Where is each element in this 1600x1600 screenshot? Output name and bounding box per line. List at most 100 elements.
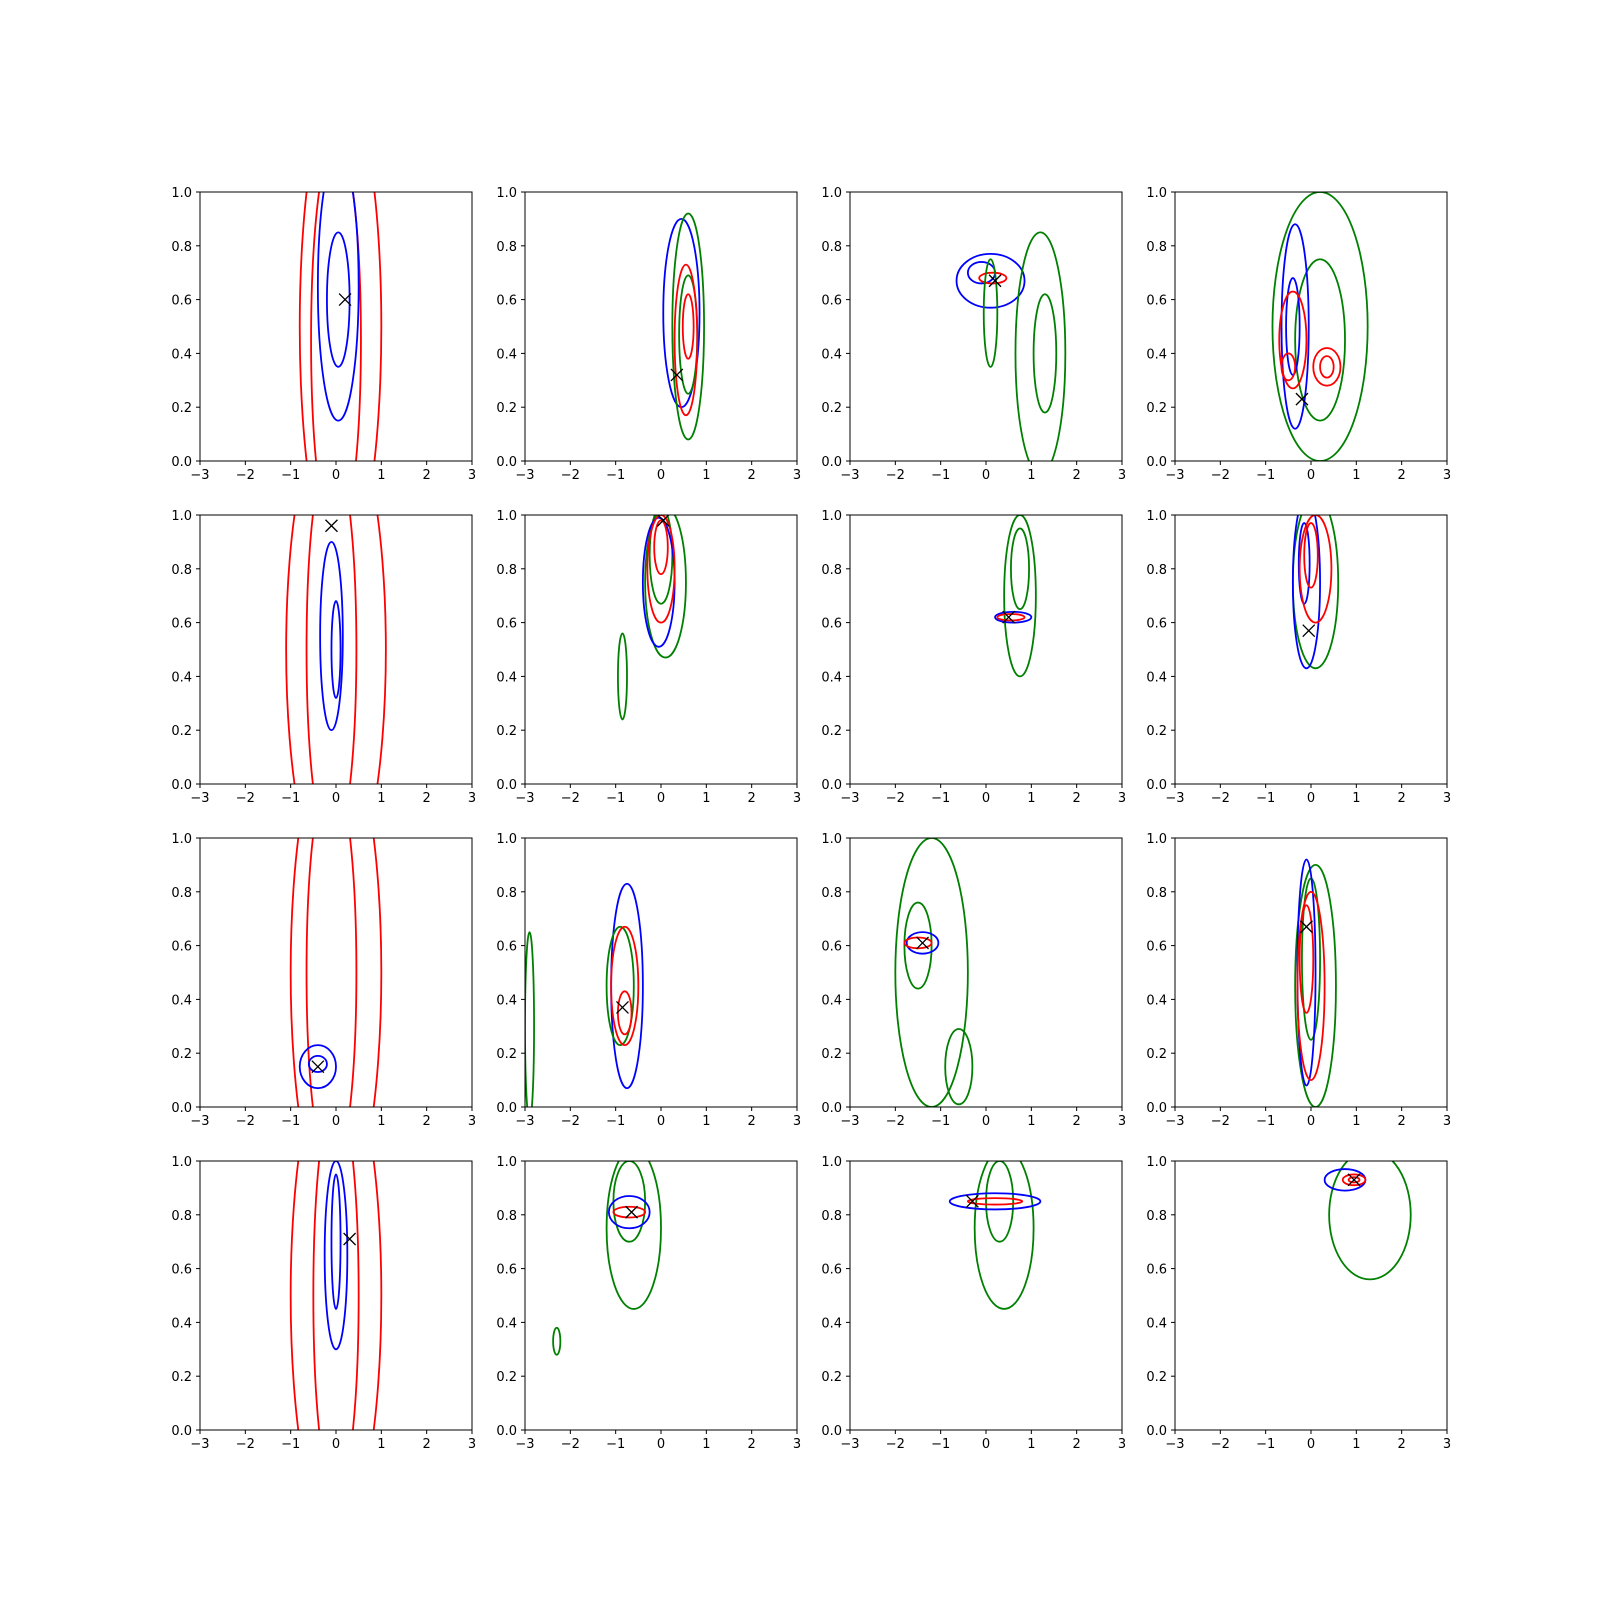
y-tick-label: 0.6 <box>1146 940 1167 955</box>
contour-line <box>1032 293 1058 414</box>
y-tick-label: 0.0 <box>171 455 192 470</box>
contour-line <box>966 1197 1024 1206</box>
x-tick-label: −3 <box>190 468 209 483</box>
y-tick-label: 0.4 <box>1146 993 1167 1008</box>
contour-line <box>319 540 344 732</box>
y-tick-label: 0.8 <box>496 1209 517 1224</box>
contour-line <box>948 1192 1042 1211</box>
y-tick-label: 0.2 <box>171 1047 192 1062</box>
x-tick-label: −3 <box>190 1114 209 1129</box>
plot-area <box>948 1161 1042 1310</box>
x-marker <box>988 274 1002 288</box>
x-tick-label: 0 <box>332 468 340 483</box>
plot-area <box>1291 515 1340 670</box>
x-marker <box>656 515 670 527</box>
x-tick-label: −3 <box>515 1114 534 1129</box>
y-tick-label: 0.6 <box>171 294 192 309</box>
x-tick-label: 0 <box>657 1114 665 1129</box>
x-tick-label: −1 <box>281 468 300 483</box>
axes-frame <box>199 514 473 785</box>
x-tick-label: −1 <box>606 1437 625 1452</box>
y-tick-label: 0.6 <box>171 617 192 632</box>
axes-frame <box>849 514 1123 785</box>
x-tick-label: 2 <box>423 1437 431 1452</box>
x-tick-label: 0 <box>1307 1114 1315 1129</box>
x-marker <box>965 1194 979 1208</box>
x-tick-label: 1 <box>702 791 710 806</box>
contour-line <box>996 613 1026 622</box>
contour-line <box>673 263 699 417</box>
axes-frame <box>524 837 798 1108</box>
x-tick-label: 2 <box>1073 1114 1081 1129</box>
y-tick-label: 0.6 <box>496 617 517 632</box>
x-tick-label: −1 <box>281 791 300 806</box>
contour-line <box>646 515 676 624</box>
x-tick-label: −2 <box>1211 1437 1230 1452</box>
x-tick-label: −2 <box>561 791 580 806</box>
x-tick-label: −3 <box>515 1437 534 1452</box>
y-tick-label: 0.4 <box>821 1316 842 1331</box>
x-tick-label: 1 <box>377 468 385 483</box>
x-tick-label: 3 <box>1443 1437 1451 1452</box>
y-tick-label: 0.6 <box>171 1263 192 1278</box>
x-marker <box>343 1232 357 1246</box>
contour-line <box>612 1205 647 1219</box>
y-tick-label: 0.4 <box>821 993 842 1008</box>
x-tick-label: 0 <box>332 1437 340 1452</box>
contour-line <box>305 838 358 1107</box>
contour-line <box>316 192 360 422</box>
y-tick-label: 1.0 <box>496 1155 517 1170</box>
contour-line <box>944 1028 974 1106</box>
y-tick-label: 0.0 <box>496 1101 517 1116</box>
x-tick-label: −2 <box>886 791 905 806</box>
x-tick-label: 3 <box>468 1114 476 1129</box>
subplot-panel: −3 −2 −1 0 1 2 3 0.0 0.2 0.4 0.6 0.8 1.0 <box>496 509 801 806</box>
contour-line <box>1298 904 1315 1014</box>
x-marker <box>325 519 338 533</box>
x-tick-label: −1 <box>606 468 625 483</box>
x-tick-label: −2 <box>886 1114 905 1129</box>
y-tick-label: 1.0 <box>1146 186 1167 201</box>
x-tick-label: −3 <box>190 1437 209 1452</box>
x-tick-label: −3 <box>190 791 209 806</box>
x-tick-label: 3 <box>1443 791 1451 806</box>
y-tick-label: 0.0 <box>1146 1101 1167 1116</box>
plot-area <box>894 838 974 1107</box>
contour-line <box>1296 890 1326 1081</box>
contour-line <box>312 1161 360 1430</box>
contour-line <box>289 1161 383 1430</box>
axes-frame <box>524 191 798 462</box>
x-tick-label: 1 <box>377 1114 385 1129</box>
plot-area <box>662 212 705 441</box>
x-tick-label: 0 <box>332 791 340 806</box>
x-tick-label: 3 <box>1118 791 1126 806</box>
x-marker <box>311 1060 325 1074</box>
contour-line <box>982 258 999 368</box>
y-tick-label: 0.4 <box>171 993 192 1008</box>
y-tick-label: 0.6 <box>1146 1263 1167 1278</box>
contour-line <box>894 838 969 1107</box>
contour-line <box>1312 347 1342 387</box>
contour-line <box>671 212 705 441</box>
subplot-panel: −3 −2 −1 0 1 2 3 0.0 0.2 0.4 0.6 0.8 1.0 <box>171 1155 476 1452</box>
contour-line <box>653 519 669 576</box>
y-tick-label: 0.2 <box>496 724 517 739</box>
y-tick-label: 1.0 <box>821 186 842 201</box>
y-tick-label: 0.2 <box>496 401 517 416</box>
contour-line <box>330 600 342 699</box>
contour-line <box>305 515 358 784</box>
y-tick-label: 0.6 <box>496 1263 517 1278</box>
y-tick-label: 0.2 <box>171 1370 192 1385</box>
x-tick-label: 2 <box>1073 1437 1081 1452</box>
y-tick-label: 1.0 <box>1146 832 1167 847</box>
y-tick-label: 0.8 <box>1146 563 1167 578</box>
y-tick-label: 0.0 <box>496 778 517 793</box>
contour-line <box>1294 864 1337 1107</box>
y-tick-label: 1.0 <box>821 1155 842 1170</box>
y-tick-label: 1.0 <box>171 186 192 201</box>
subplot-panel: −3 −2 −1 0 1 2 3 0.0 0.2 0.4 0.6 0.8 1.0 <box>496 832 801 1129</box>
x-tick-label: −1 <box>1256 468 1275 483</box>
x-tick-label: −2 <box>236 791 255 806</box>
x-marker <box>625 1205 638 1219</box>
